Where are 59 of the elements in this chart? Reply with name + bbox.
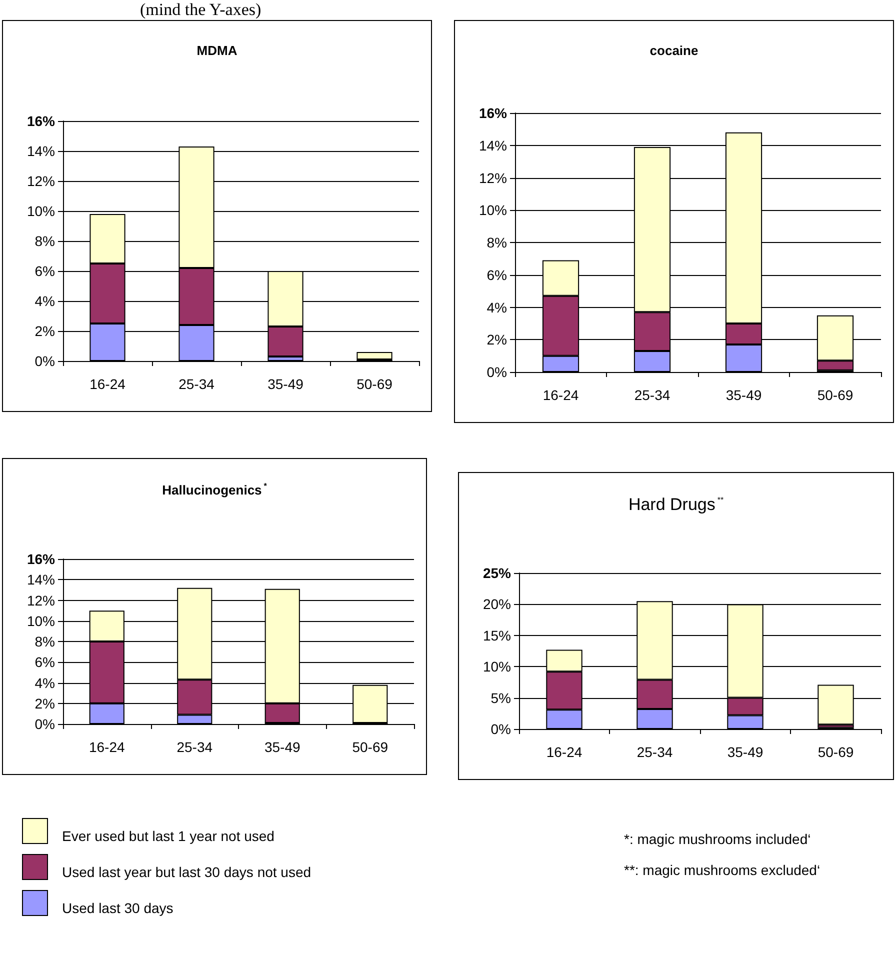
y-tick-label: 2% xyxy=(34,695,55,712)
y-tick-label: 6% xyxy=(486,266,507,283)
y-tick-label: 16% xyxy=(26,551,56,567)
x-tick-label: 50-69 xyxy=(817,387,854,403)
x-tick-label: 16-24 xyxy=(88,739,125,755)
y-tick-label: 10% xyxy=(478,202,507,218)
y-tick-label: 6% xyxy=(34,263,55,279)
y-tick-label: 14% xyxy=(26,572,55,588)
y-tick-label: 12% xyxy=(26,173,55,189)
x-tick-label: 25-34 xyxy=(636,744,673,760)
x-tick-label: 16-24 xyxy=(546,744,582,760)
x-tick-label: 35-49 xyxy=(726,387,762,403)
y-tick-label: 10% xyxy=(26,612,55,629)
y-tick-label: 2% xyxy=(486,332,507,348)
legend-label: Used last 30 days xyxy=(62,900,174,916)
y-tick-label: 25% xyxy=(482,565,512,581)
y-tick-label: 2% xyxy=(34,323,55,339)
y-tick-label: 4% xyxy=(486,299,507,316)
y-tick-label: 10% xyxy=(26,203,55,219)
x-tick-label: 16-24 xyxy=(90,376,126,392)
x-tick-label: 35-49 xyxy=(264,739,300,755)
legend-label: Ever used but last 1 year not used xyxy=(62,828,274,844)
y-tick-label: 0% xyxy=(34,716,55,732)
legend-label: Used last year but last 30 days not used xyxy=(62,864,312,880)
x-tick-label: 25-34 xyxy=(634,387,670,403)
y-tick-label: 8% xyxy=(34,233,55,249)
y-tick-label: 12% xyxy=(478,170,507,186)
text: (mind the Y-axes) xyxy=(140,0,262,19)
y-tick-label: 20% xyxy=(482,596,511,612)
x-tick-label: 25-34 xyxy=(176,739,213,755)
y-tick-label: 16% xyxy=(26,113,56,129)
y-tick-label: 5% xyxy=(490,690,511,706)
x-tick-label: 35-49 xyxy=(727,744,764,760)
chart-title: Hard Drugs** xyxy=(628,495,724,514)
y-tick-label: 6% xyxy=(34,654,55,670)
y-tick-label: 0% xyxy=(486,364,507,380)
x-tick-label: 50-69 xyxy=(356,376,393,392)
y-tick-label: 0% xyxy=(34,353,55,369)
x-tick-label: 25-34 xyxy=(178,376,215,392)
x-tick-label: 50-69 xyxy=(818,744,854,760)
x-tick-label: 35-49 xyxy=(268,376,304,392)
y-tick-label: 14% xyxy=(478,137,507,154)
chart-title: MDMA xyxy=(196,43,238,58)
y-tick-label: 0% xyxy=(490,721,511,737)
y-tick-label: 4% xyxy=(34,674,55,691)
chart-title: Hallucinogenics* xyxy=(162,482,268,498)
x-tick-label: 50-69 xyxy=(352,739,388,755)
y-tick-label: 10% xyxy=(482,658,511,675)
x-tick-label: 16-24 xyxy=(542,387,579,403)
text: *: magic mushrooms included‘ xyxy=(624,830,812,849)
y-tick-label: 12% xyxy=(26,592,55,608)
chart-title: cocaine xyxy=(650,43,698,58)
y-tick-label: 15% xyxy=(482,627,511,644)
y-tick-label: 8% xyxy=(34,634,55,650)
y-tick-label: 4% xyxy=(34,293,55,309)
text: **: magic mushrooms excluded‘ xyxy=(624,861,820,880)
y-tick-label: 16% xyxy=(478,105,508,121)
y-tick-label: 14% xyxy=(26,143,55,159)
y-tick-label: 8% xyxy=(486,234,507,250)
